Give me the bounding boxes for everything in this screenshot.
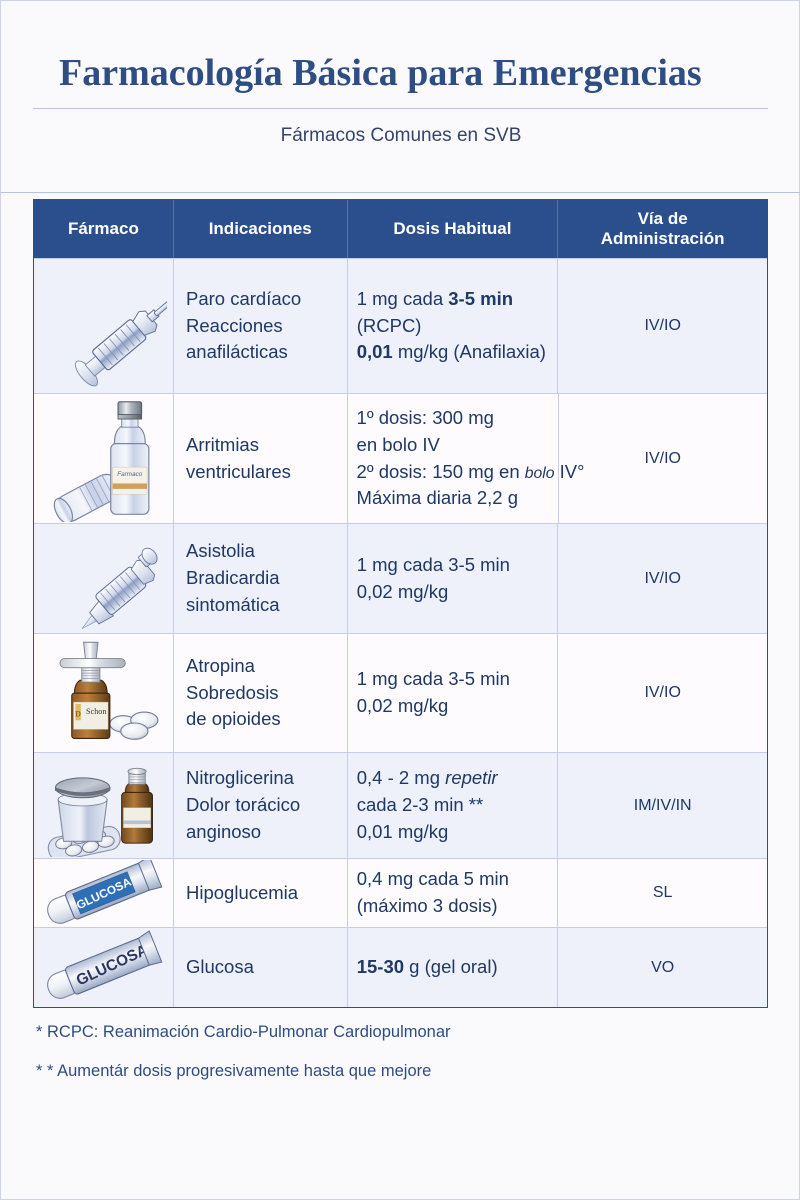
- svg-text:D: D: [75, 709, 81, 718]
- svg-text:Farmaco: Farmaco: [117, 471, 142, 478]
- svg-text:Schon: Schon: [86, 706, 106, 715]
